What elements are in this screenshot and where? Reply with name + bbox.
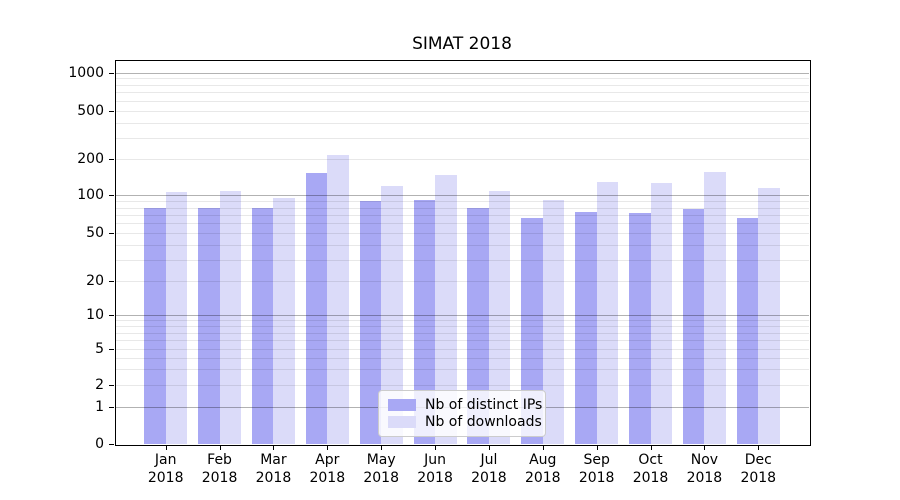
y-tick-label: 2 — [95, 377, 104, 394]
y-tick-label: 1000 — [68, 64, 104, 81]
y-tick — [109, 72, 114, 74]
gridline-major — [115, 72, 809, 74]
gridline-minor — [115, 122, 809, 124]
bar-nb-of-distinct-ips-feb — [198, 207, 220, 444]
y-tick — [109, 349, 114, 351]
x-tick-label: Jul 2018 — [471, 452, 507, 486]
bar-nb-of-distinct-ips-jul — [467, 208, 489, 444]
y-tick — [109, 385, 114, 387]
x-tick — [596, 445, 598, 450]
y-tick-label: 100 — [77, 187, 104, 204]
legend-swatch-distinct-ips-icon — [388, 399, 416, 411]
x-tick-label: Aug 2018 — [524, 452, 561, 486]
x-tick — [219, 445, 221, 450]
y-tick — [109, 195, 114, 197]
legend-entry-downloads: Nb of downloads — [388, 414, 542, 430]
gridline-minor — [115, 100, 809, 102]
legend-entry-distinct-ips: Nb of distinct IPs — [388, 397, 542, 413]
y-tick — [109, 110, 114, 112]
y-tick — [109, 444, 114, 445]
x-tick — [273, 445, 275, 450]
legend: Nb of distinct IPs Nb of downloads — [378, 390, 546, 437]
y-tick — [109, 233, 114, 235]
x-tick — [704, 445, 706, 450]
bar-nb-of-downloads-aug — [542, 199, 565, 444]
bar-nb-of-downloads-feb — [219, 190, 242, 444]
y-tick-label: 5 — [95, 341, 104, 358]
x-tick-label: Mar 2018 — [255, 452, 292, 486]
gridline-minor — [115, 110, 809, 112]
y-tick-label: 10 — [86, 307, 104, 324]
bar-nb-of-distinct-ips-dec — [736, 218, 759, 444]
gridline-minor — [115, 137, 809, 139]
y-tick-label: 0 — [95, 436, 104, 452]
x-tick-label: Jan 2018 — [147, 452, 184, 486]
y-tick-label: 500 — [77, 102, 104, 119]
gridline-minor — [115, 159, 809, 161]
bar-nb-of-downloads-sep — [596, 182, 619, 444]
bar-nb-of-distinct-ips-aug — [521, 218, 543, 444]
x-tick-label: May 2018 — [363, 452, 399, 486]
bar-nb-of-downloads-dec — [758, 188, 780, 444]
x-tick — [758, 445, 760, 450]
x-tick — [165, 445, 167, 450]
x-tick-label: Oct 2018 — [632, 452, 669, 486]
bar-nb-of-downloads-may — [381, 186, 403, 444]
y-tick-label: 50 — [86, 225, 104, 242]
bar-nb-of-downloads-jan — [165, 191, 188, 444]
legend-swatch-downloads-icon — [388, 416, 416, 428]
x-tick — [650, 445, 652, 450]
bar-nb-of-downloads-oct — [650, 182, 673, 444]
y-tick-label: 20 — [86, 272, 104, 289]
bar-nb-of-distinct-ips-may — [359, 201, 382, 444]
x-tick-label: Dec 2018 — [740, 452, 777, 486]
bar-nb-of-distinct-ips-sep — [575, 211, 597, 444]
y-tick — [109, 315, 114, 317]
bar-nb-of-distinct-ips-jun — [413, 199, 436, 444]
bar-nb-of-distinct-ips-oct — [629, 212, 651, 444]
bar-nb-of-distinct-ips-apr — [305, 172, 328, 444]
bar-nb-of-downloads-jul — [488, 190, 511, 444]
x-tick — [381, 445, 383, 450]
x-tick — [542, 445, 544, 450]
x-tick — [435, 445, 437, 450]
legend-label: Nb of downloads — [425, 414, 542, 430]
bar-nb-of-downloads-mar — [273, 197, 295, 444]
bar-nb-of-distinct-ips-mar — [251, 207, 274, 444]
bar-nb-of-downloads-apr — [327, 154, 349, 444]
gridline-minor — [115, 92, 809, 94]
x-tick-label: Nov 2018 — [686, 452, 723, 486]
bar-nb-of-distinct-ips-jan — [144, 207, 166, 444]
x-tick-label: Jun 2018 — [417, 452, 453, 486]
x-tick-label: Feb 2018 — [201, 452, 238, 486]
bar-nb-of-downloads-nov — [704, 172, 726, 444]
legend-label: Nb of distinct IPs — [425, 397, 543, 413]
bar-nb-of-distinct-ips-nov — [682, 208, 705, 444]
x-tick — [327, 445, 329, 450]
x-tick-label: Apr 2018 — [309, 452, 346, 486]
y-tick — [109, 280, 114, 282]
bar-nb-of-downloads-jun — [435, 175, 457, 444]
x-tick — [488, 445, 490, 450]
gridline-minor — [115, 78, 809, 80]
x-tick-label: Sep 2018 — [578, 452, 615, 486]
y-tick-label: 200 — [77, 151, 104, 168]
y-tick-label: 1 — [95, 399, 104, 416]
y-tick — [109, 407, 114, 409]
y-tick — [109, 159, 114, 161]
chart-title: SIMAT 2018 — [412, 34, 512, 54]
gridline-minor — [115, 84, 809, 86]
